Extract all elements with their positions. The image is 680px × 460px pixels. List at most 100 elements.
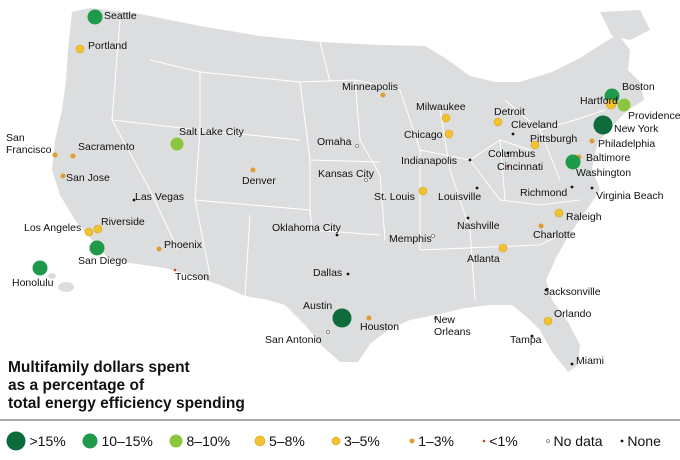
city-label-new-orleans: New Orleans [434, 314, 471, 338]
city-marker-kansas-city [364, 178, 368, 182]
legend-label-3: 5–8% [269, 433, 305, 449]
city-marker-new-orleans [434, 316, 438, 320]
city-marker-las-vegas [132, 198, 136, 202]
legend-swatch-3-5 [331, 436, 341, 446]
city-label-omaha: Omaha [317, 136, 352, 148]
city-marker-memphis [431, 234, 435, 238]
city-label-richmond: Richmond [520, 187, 567, 199]
city-markers [32, 9, 631, 366]
city-marker-tucson [173, 268, 177, 272]
title-line-2: as a percentage of [8, 377, 145, 394]
city-label-seattle: Seattle [104, 10, 137, 22]
city-label-portland: Portland [88, 40, 127, 52]
city-marker-honolulu [32, 260, 48, 276]
city-marker-cleveland [511, 132, 515, 136]
city-marker-houston [366, 315, 372, 321]
city-label-new-york: New York [614, 123, 659, 135]
city-label-hartford: Hartford [580, 95, 618, 107]
city-label-charlotte: Charlotte [533, 229, 576, 241]
legend-swatch-15 [6, 431, 26, 451]
legend-swatch-5-8 [254, 435, 266, 447]
city-marker-columbus [506, 151, 510, 155]
city-label-tucson: Tucson [175, 271, 209, 283]
city-marker-minneapolis [380, 92, 386, 98]
city-marker-salt-lake-city [170, 137, 184, 151]
city-label-san-diego: San Diego [78, 255, 127, 267]
city-marker-raleigh [554, 208, 564, 218]
city-label-cleveland: Cleveland [511, 119, 558, 131]
city-marker-atlanta [498, 243, 508, 253]
legend-label-4: 3–5% [344, 433, 380, 449]
city-label-houston: Houston [360, 321, 399, 333]
legend-label-2: 8–10% [187, 433, 231, 449]
state-borders [111, 19, 606, 301]
city-marker-san-diego [89, 240, 105, 256]
city-marker-los-angeles [84, 227, 94, 237]
city-label-baltimore: Baltimore [586, 152, 631, 164]
city-marker-riverside [93, 224, 103, 234]
title-line-3: total energy efficiency spending [8, 395, 245, 412]
city-label-san-francisco: San Francisco [6, 132, 52, 156]
city-label-detroit: Detroit [494, 106, 525, 118]
city-marker-louisville [475, 186, 479, 190]
city-label-philadelphia: Philadelphia [598, 138, 655, 150]
legend-swatch-1 [482, 439, 486, 443]
city-marker-austin [332, 308, 352, 328]
city-label-louisville: Louisville [438, 191, 481, 203]
city-marker-oklahoma-city [335, 233, 339, 237]
city-marker-washington [565, 154, 581, 170]
legend-label-5: 1–3% [418, 433, 454, 449]
city-marker-st-louis [418, 186, 428, 196]
legend-swatch-8-10 [169, 434, 183, 448]
city-marker-miami [570, 362, 574, 366]
city-label-cincinnati: Cincinnati [497, 161, 543, 173]
legend-swatch-1-3 [409, 438, 415, 444]
city-marker-chicago [444, 129, 454, 139]
city-label-jacksonville: Jacksonville [544, 286, 601, 298]
city-label-sacramento: Sacramento [78, 141, 135, 153]
city-label-memphis: Memphis [389, 233, 432, 245]
city-marker-san-francisco [52, 152, 58, 158]
city-marker-portland [75, 44, 85, 54]
city-label-san-jose: San Jose [66, 172, 110, 184]
legend-swatch-none [620, 439, 624, 443]
city-marker-cincinnati [506, 164, 510, 168]
city-marker-san-antonio [326, 330, 330, 334]
city-label-miami: Miami [576, 355, 604, 367]
city-label-minneapolis: Minneapolis [342, 81, 398, 93]
city-label-chicago: Chicago [404, 129, 443, 141]
city-marker-tampa [530, 334, 534, 338]
city-label-atlanta: Atlanta [467, 253, 500, 265]
city-marker-denver [250, 167, 256, 173]
city-marker-detroit [493, 117, 503, 127]
legend-label-1: 10–15% [102, 433, 153, 449]
city-marker-charlotte [538, 223, 544, 229]
legend-label-7: No data [554, 433, 603, 449]
city-label-los-angeles: Los Angeles [24, 222, 81, 234]
city-marker-milwaukee [441, 113, 451, 123]
city-label-kansas-city: Kansas City [318, 168, 375, 180]
city-label-dallas: Dallas [313, 267, 342, 279]
city-label-st-louis: St. Louis [374, 191, 415, 203]
legend-label-8: None [627, 433, 661, 449]
city-label-honolulu: Honolulu [12, 277, 54, 289]
city-marker-providence [617, 98, 631, 112]
city-label-washington: Washington [576, 167, 631, 179]
city-label-raleigh: Raleigh [566, 211, 602, 223]
hawaii-island [58, 282, 74, 292]
city-marker-hartford [605, 98, 617, 110]
city-marker-nashville [466, 216, 470, 220]
city-marker-orlando [543, 316, 553, 326]
city-marker-richmond [570, 185, 574, 189]
city-marker-omaha [355, 144, 359, 148]
city-label-virginia-beach: Virginia Beach [596, 190, 664, 202]
city-label-oklahoma-city: Oklahoma City [272, 222, 342, 234]
city-label-tampa: Tampa [510, 334, 542, 346]
city-marker-san-jose [60, 173, 66, 179]
city-marker-philadelphia [589, 138, 595, 144]
city-label-columbus: Columbus [488, 148, 535, 160]
city-label-san-antonio: San Antonio [265, 334, 322, 346]
legend-swatch-no-data [546, 439, 550, 443]
